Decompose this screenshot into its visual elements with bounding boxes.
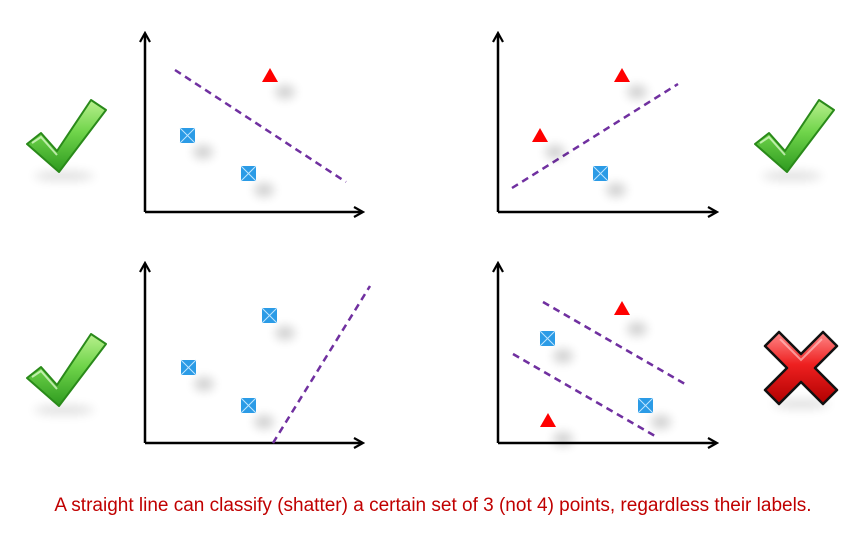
panel-top-left <box>145 34 362 212</box>
check-icon <box>26 99 107 181</box>
cross-icon <box>763 330 839 409</box>
separator-line <box>512 352 656 438</box>
triangle-point <box>262 68 295 99</box>
square-point <box>240 397 274 429</box>
panel-top-right <box>498 34 716 212</box>
separator-line <box>174 68 347 184</box>
square-point <box>539 330 573 363</box>
square-point <box>240 165 274 197</box>
square-point <box>261 307 295 340</box>
square-point <box>637 397 671 429</box>
square-point <box>180 359 214 391</box>
triangle-point <box>532 128 565 159</box>
caption-text: A straight line can classify (shatter) a… <box>54 495 812 516</box>
triangle-point <box>614 301 647 336</box>
triangle-point <box>614 68 647 99</box>
check-icon <box>754 99 835 181</box>
separator-line <box>511 82 679 190</box>
separator-line <box>542 300 686 386</box>
square-point <box>592 165 626 197</box>
separator-line <box>271 285 372 444</box>
triangle-point <box>540 413 573 446</box>
panel-bottom-left <box>145 264 372 444</box>
panel-bottom-right <box>498 264 716 446</box>
check-icon <box>26 333 107 415</box>
square-point <box>179 127 213 159</box>
